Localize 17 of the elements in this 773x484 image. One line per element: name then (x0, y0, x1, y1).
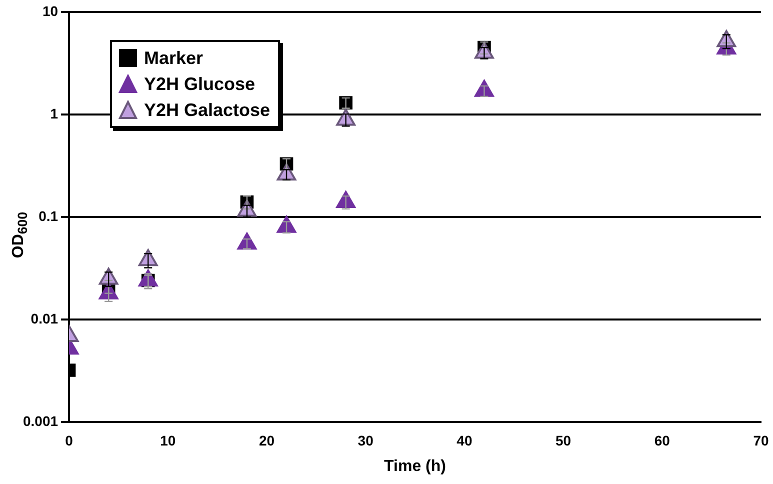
x-tick-label: 10 (160, 432, 176, 448)
x-tick-label: 30 (358, 432, 374, 448)
x-tick-label: 60 (654, 432, 670, 448)
x-tick-label: 20 (258, 432, 275, 448)
y-tick-label: 10 (42, 2, 58, 19)
x-tick-label: 70 (753, 432, 769, 448)
x-tick-label: 40 (456, 432, 472, 448)
x-tick-label: 50 (556, 432, 572, 448)
x-tick-label: 0 (65, 432, 74, 448)
y-tick-label: 0.01 (30, 310, 58, 326)
y-tick-label: 1 (50, 105, 58, 122)
legend-label: Y2H Glucose (144, 73, 256, 96)
legend-label: Y2H Galactose (144, 99, 270, 122)
legend-label: Marker (144, 47, 204, 70)
x-axis-title: Time (h) (384, 458, 446, 475)
y-tick-label: 0.1 (38, 208, 58, 224)
y-tick-label: 0.001 (22, 412, 58, 429)
